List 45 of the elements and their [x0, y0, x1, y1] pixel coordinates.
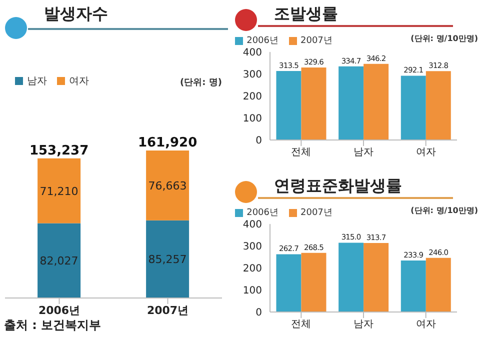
x-tick-label: 남자	[354, 147, 374, 158]
y-tick-label: 200	[242, 264, 262, 275]
bar	[301, 252, 326, 312]
bar	[364, 242, 389, 312]
y-tick-label: 400	[242, 48, 262, 59]
legend-label: 2006년	[246, 208, 278, 218]
legend-label: 남자	[27, 76, 47, 87]
chart-title: 발생자수	[44, 4, 108, 25]
legend-label: 여자	[69, 76, 89, 87]
chart-subtitle: (단위: 명)	[180, 77, 222, 89]
x-tick-label: 전체	[291, 147, 312, 158]
data-label: 82,027	[40, 254, 78, 268]
y-tick-label: 300	[242, 242, 262, 253]
chart-subtitle: (단위: 명/10만명)	[410, 33, 478, 44]
legend-label: 2007년	[300, 208, 332, 218]
y-tick-label: 400	[242, 220, 262, 231]
y-tick-label: 0	[256, 308, 262, 319]
source-note: 출처 : 보건복지부	[4, 317, 102, 334]
total-label: 161,920	[138, 135, 198, 150]
bar	[38, 158, 81, 224]
x-tick-label: 여자	[416, 147, 436, 158]
bar	[338, 242, 364, 312]
x-tick-label: 여자	[416, 319, 436, 330]
data-label: 85,257	[148, 253, 187, 266]
x-tick-label: 남자	[354, 319, 374, 330]
bar	[426, 258, 451, 312]
y-tick-label: 200	[242, 92, 262, 103]
x-tick-label: 전체	[291, 319, 312, 330]
legend-label: 2007년	[300, 36, 332, 46]
y-tick-label: 100	[242, 114, 262, 125]
y-tick-label: 100	[242, 286, 262, 297]
bar	[276, 254, 302, 312]
y-tick-label: 0	[256, 136, 262, 147]
data-label: 76,663	[148, 179, 187, 192]
total-label: 153,237	[29, 143, 89, 158]
bar	[146, 220, 190, 298]
bar	[38, 223, 81, 298]
bar	[146, 150, 190, 220]
data-label: 71,210	[40, 184, 78, 198]
y-tick-label: 300	[242, 70, 262, 81]
chart-title: 연령표준화발생률	[274, 176, 402, 197]
legend-label: 2006년	[246, 36, 278, 46]
chart-subtitle: (단위: 명/10만명)	[410, 205, 478, 216]
bar	[400, 260, 426, 312]
chart-title: 조발생률	[274, 4, 338, 25]
